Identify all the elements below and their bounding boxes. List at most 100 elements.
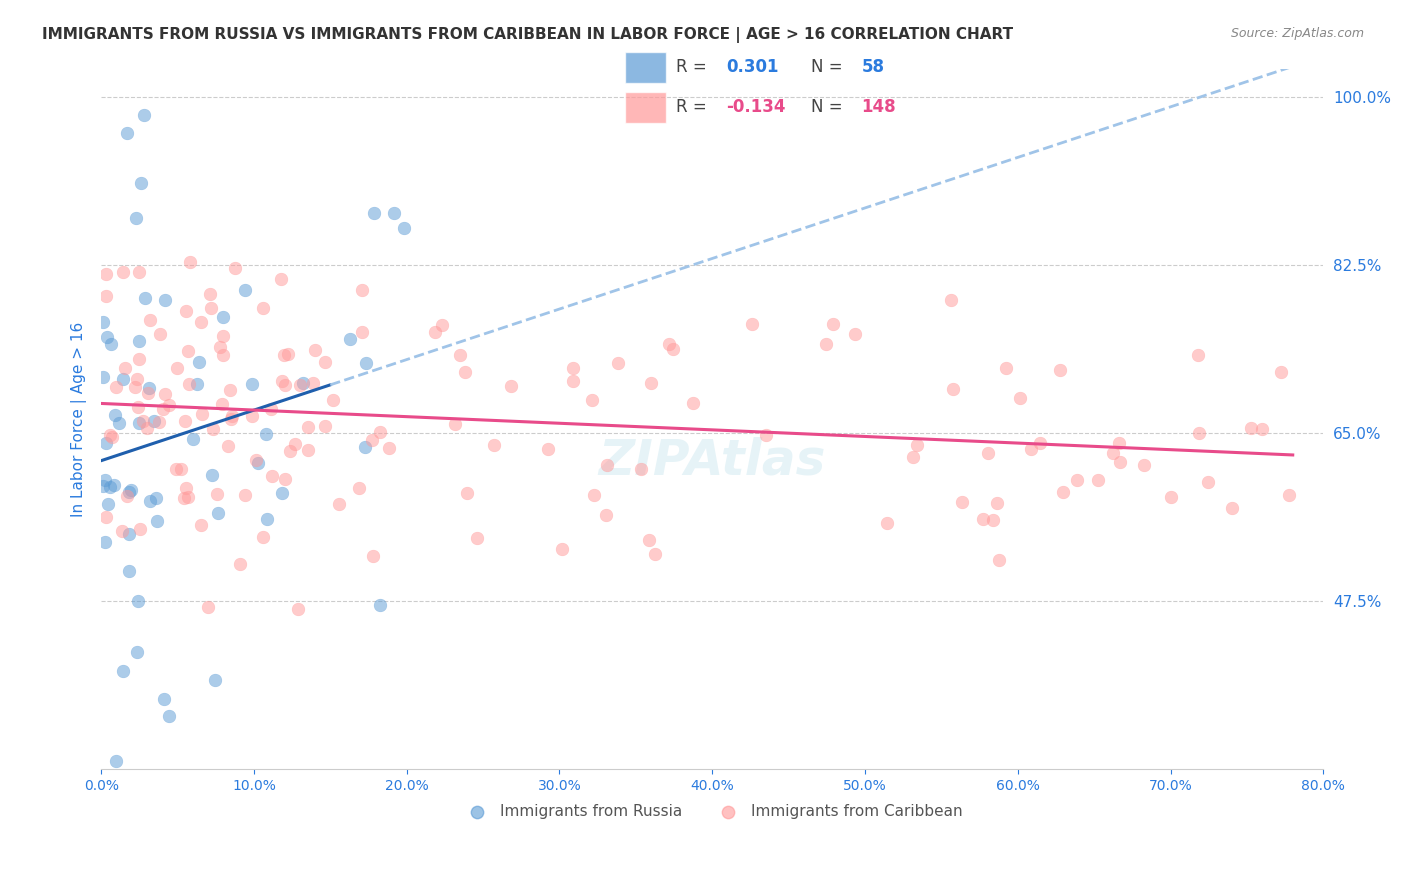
- Point: [595, 508, 617, 522]
- Point: [339, 332, 361, 346]
- Point: [174, 481, 197, 495]
- Point: [988, 553, 1011, 567]
- Point: [977, 446, 1000, 460]
- Point: [950, 495, 973, 509]
- Point: [662, 342, 685, 356]
- Point: [128, 351, 150, 366]
- Point: [630, 462, 652, 476]
- Point: [233, 283, 256, 297]
- Point: [138, 381, 160, 395]
- Point: [98, 428, 121, 442]
- Point: [105, 380, 128, 394]
- Point: [125, 372, 148, 386]
- Point: [274, 472, 297, 486]
- Point: [562, 374, 585, 388]
- Point: [152, 401, 174, 416]
- Point: [132, 108, 155, 122]
- Point: [302, 376, 325, 390]
- Point: [844, 327, 866, 342]
- Point: [361, 434, 384, 448]
- Point: [1066, 473, 1088, 487]
- Text: 58: 58: [862, 59, 884, 77]
- Point: [297, 443, 319, 458]
- Point: [314, 419, 336, 434]
- Point: [901, 450, 924, 464]
- Point: [1049, 363, 1071, 377]
- Point: [644, 547, 666, 561]
- Point: [292, 376, 315, 391]
- Point: [212, 348, 235, 362]
- Text: 0.301: 0.301: [727, 59, 779, 77]
- Text: ZIPAtlas: ZIPAtlas: [599, 437, 825, 485]
- Point: [134, 291, 156, 305]
- Point: [682, 396, 704, 410]
- Point: [814, 336, 837, 351]
- Point: [1197, 475, 1219, 489]
- Point: [876, 516, 898, 530]
- Point: [128, 334, 150, 348]
- Point: [260, 402, 283, 417]
- Point: [274, 378, 297, 392]
- Point: [103, 478, 125, 492]
- Point: [1187, 348, 1209, 362]
- Point: [207, 506, 229, 520]
- Point: [252, 301, 274, 315]
- Point: [1132, 458, 1154, 473]
- Point: [658, 337, 681, 351]
- Point: [1240, 421, 1263, 435]
- Point: [247, 457, 270, 471]
- Point: [120, 483, 142, 497]
- Point: [821, 318, 844, 332]
- Point: [132, 414, 155, 428]
- Point: [179, 255, 201, 269]
- Point: [127, 400, 149, 414]
- Y-axis label: In Labor Force | Age > 16: In Labor Force | Age > 16: [72, 321, 87, 516]
- Point: [224, 260, 246, 275]
- Point: [136, 386, 159, 401]
- Point: [537, 442, 560, 456]
- Point: [217, 439, 239, 453]
- Point: [179, 376, 201, 391]
- Point: [127, 645, 149, 659]
- Text: N =: N =: [811, 59, 842, 77]
- Point: [465, 531, 488, 545]
- Text: N =: N =: [811, 98, 842, 116]
- Point: [986, 495, 1008, 509]
- Point: [165, 461, 187, 475]
- Point: [354, 357, 377, 371]
- Point: [111, 265, 134, 279]
- Point: [368, 598, 391, 612]
- Point: [290, 378, 312, 392]
- Point: [148, 327, 170, 342]
- Point: [741, 317, 763, 331]
- Point: [128, 265, 150, 279]
- Point: [94, 509, 117, 524]
- Point: [1029, 436, 1052, 450]
- Point: [218, 384, 240, 398]
- Point: [454, 365, 477, 379]
- Point: [245, 452, 267, 467]
- Text: 148: 148: [862, 98, 896, 116]
- Point: [117, 527, 139, 541]
- Point: [277, 347, 299, 361]
- Point: [1108, 435, 1130, 450]
- Point: [607, 355, 630, 369]
- Point: [117, 564, 139, 578]
- Point: [190, 315, 212, 329]
- Point: [187, 355, 209, 369]
- Point: [145, 491, 167, 505]
- Point: [638, 533, 661, 547]
- Point: [94, 267, 117, 281]
- Point: [304, 343, 326, 357]
- Point: [392, 220, 415, 235]
- Point: [270, 272, 292, 286]
- Legend: Immigrants from Russia, Immigrants from Caribbean: Immigrants from Russia, Immigrants from …: [456, 797, 969, 825]
- Point: [449, 348, 471, 362]
- Point: [139, 313, 162, 327]
- Point: [135, 420, 157, 434]
- Point: [219, 411, 242, 425]
- Point: [117, 489, 139, 503]
- Point: [382, 206, 405, 220]
- Point: [361, 549, 384, 564]
- Point: [125, 211, 148, 226]
